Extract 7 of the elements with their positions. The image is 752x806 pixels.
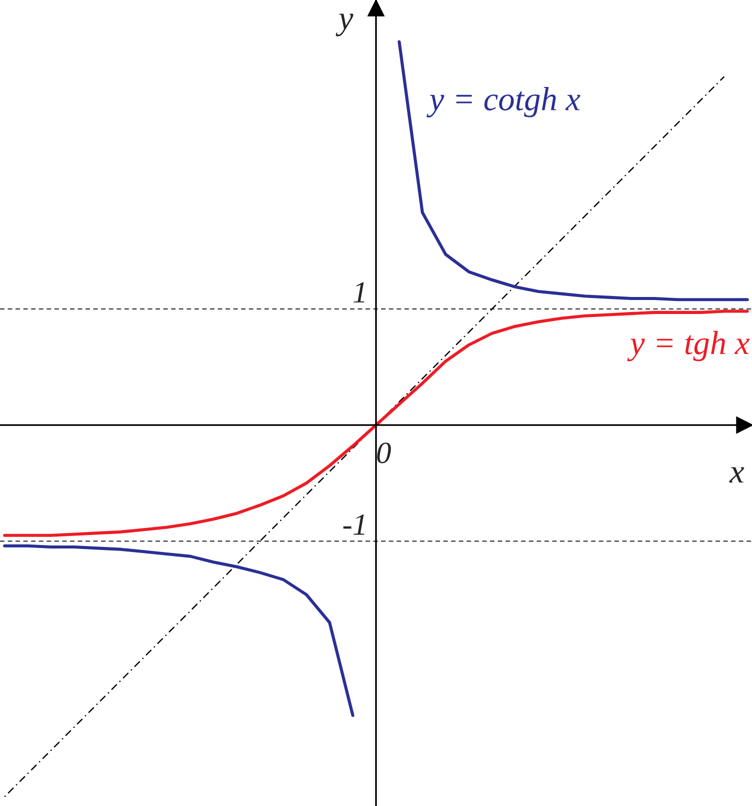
x-axis-title: x bbox=[729, 467, 744, 483]
y-tick-label: 1 bbox=[353, 282, 364, 302]
y-tick-label: -1 bbox=[343, 514, 364, 535]
y-axis-title: y bbox=[336, 14, 354, 36]
series-label: y = tgh x bbox=[627, 330, 750, 362]
series-label: y = cotgh x bbox=[426, 87, 580, 118]
x-tick-label: 0 bbox=[377, 442, 391, 464]
